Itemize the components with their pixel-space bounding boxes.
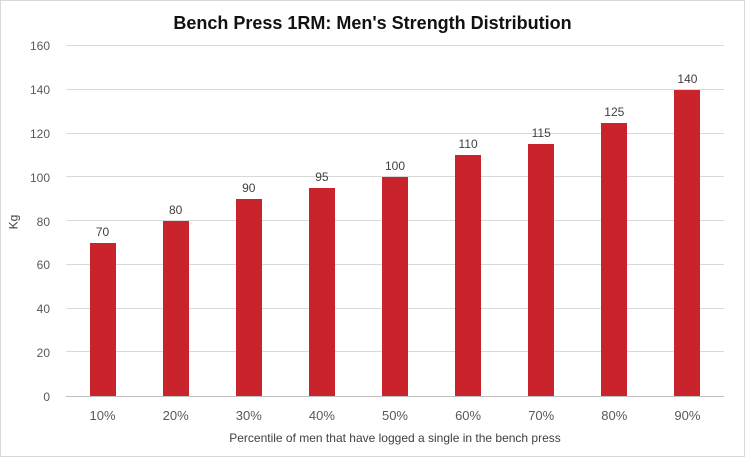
bar-value-label: 125: [604, 104, 625, 119]
gridline: [66, 45, 724, 46]
bar-group: 125: [578, 46, 651, 396]
x-tick-label: 90%: [674, 408, 701, 423]
bar: [308, 188, 335, 396]
bar-value-label: 100: [384, 159, 405, 174]
x-tick-label: 60%: [455, 408, 482, 423]
bar: [89, 242, 116, 396]
x-axis-label: Percentile of men that have logged a sin…: [229, 431, 561, 445]
bar: [674, 89, 701, 396]
bar-group: 95: [285, 46, 358, 396]
bar: [381, 177, 408, 396]
bar-group: 70: [66, 46, 139, 396]
bar: [162, 221, 189, 396]
bar-group: 140: [651, 46, 724, 396]
bar-value-label: 95: [315, 170, 329, 185]
y-tick-label: 140: [29, 82, 50, 97]
bars: 70 80 90 95 100 110 115 125 140: [66, 46, 724, 396]
y-tick-label: 0: [43, 390, 50, 404]
x-tick-label: 30%: [235, 408, 262, 423]
bar-value-label: 80: [168, 203, 183, 217]
x-tick-label: 40%: [308, 408, 335, 423]
bar: [528, 144, 555, 396]
chart-title: Bench Press 1RM: Men's Strength Distribu…: [173, 13, 572, 33]
gridline: [66, 132, 724, 134]
bar-value-label: 140: [677, 71, 698, 86]
y-tick-label: 100: [29, 170, 50, 185]
y-tick-label: 120: [29, 126, 50, 141]
x-tick-label: 70%: [528, 408, 555, 423]
bar-group: 100: [358, 46, 431, 396]
bar-group: 115: [505, 46, 578, 396]
x-tick-labels: 10% 20% 30% 40% 50% 60% 70% 80% 90%: [66, 408, 724, 423]
x-tick-label: 80%: [601, 408, 628, 423]
x-tick-label: 10%: [89, 408, 116, 423]
x-tick-label: 20%: [162, 408, 189, 423]
bar: [455, 155, 482, 396]
y-tick-label: 60: [36, 258, 50, 273]
y-tick-labels: 0 20 40 60 80 100 120 140 160: [1, 39, 58, 404]
bar-value-label: 110: [458, 137, 478, 152]
gridline: [66, 88, 724, 90]
bar: [235, 199, 262, 396]
gridline: [66, 176, 724, 178]
bar-group: 90: [212, 46, 285, 396]
y-tick-label: 20: [36, 346, 50, 361]
y-tick-label: 40: [36, 302, 50, 317]
y-tick-label: 160: [29, 39, 50, 53]
bar-group: 110: [432, 46, 505, 396]
bar-group: 80: [139, 46, 212, 396]
bar-value-label: 70: [95, 224, 110, 239]
bar-value-label: 90: [242, 181, 256, 196]
plot-area: 70 80 90 95 100 110 115 125 140: [66, 45, 724, 397]
x-tick-label: 50%: [381, 408, 408, 423]
bar: [601, 122, 628, 396]
bar-value-label: 115: [531, 126, 551, 141]
y-tick-label: 80: [36, 214, 50, 229]
